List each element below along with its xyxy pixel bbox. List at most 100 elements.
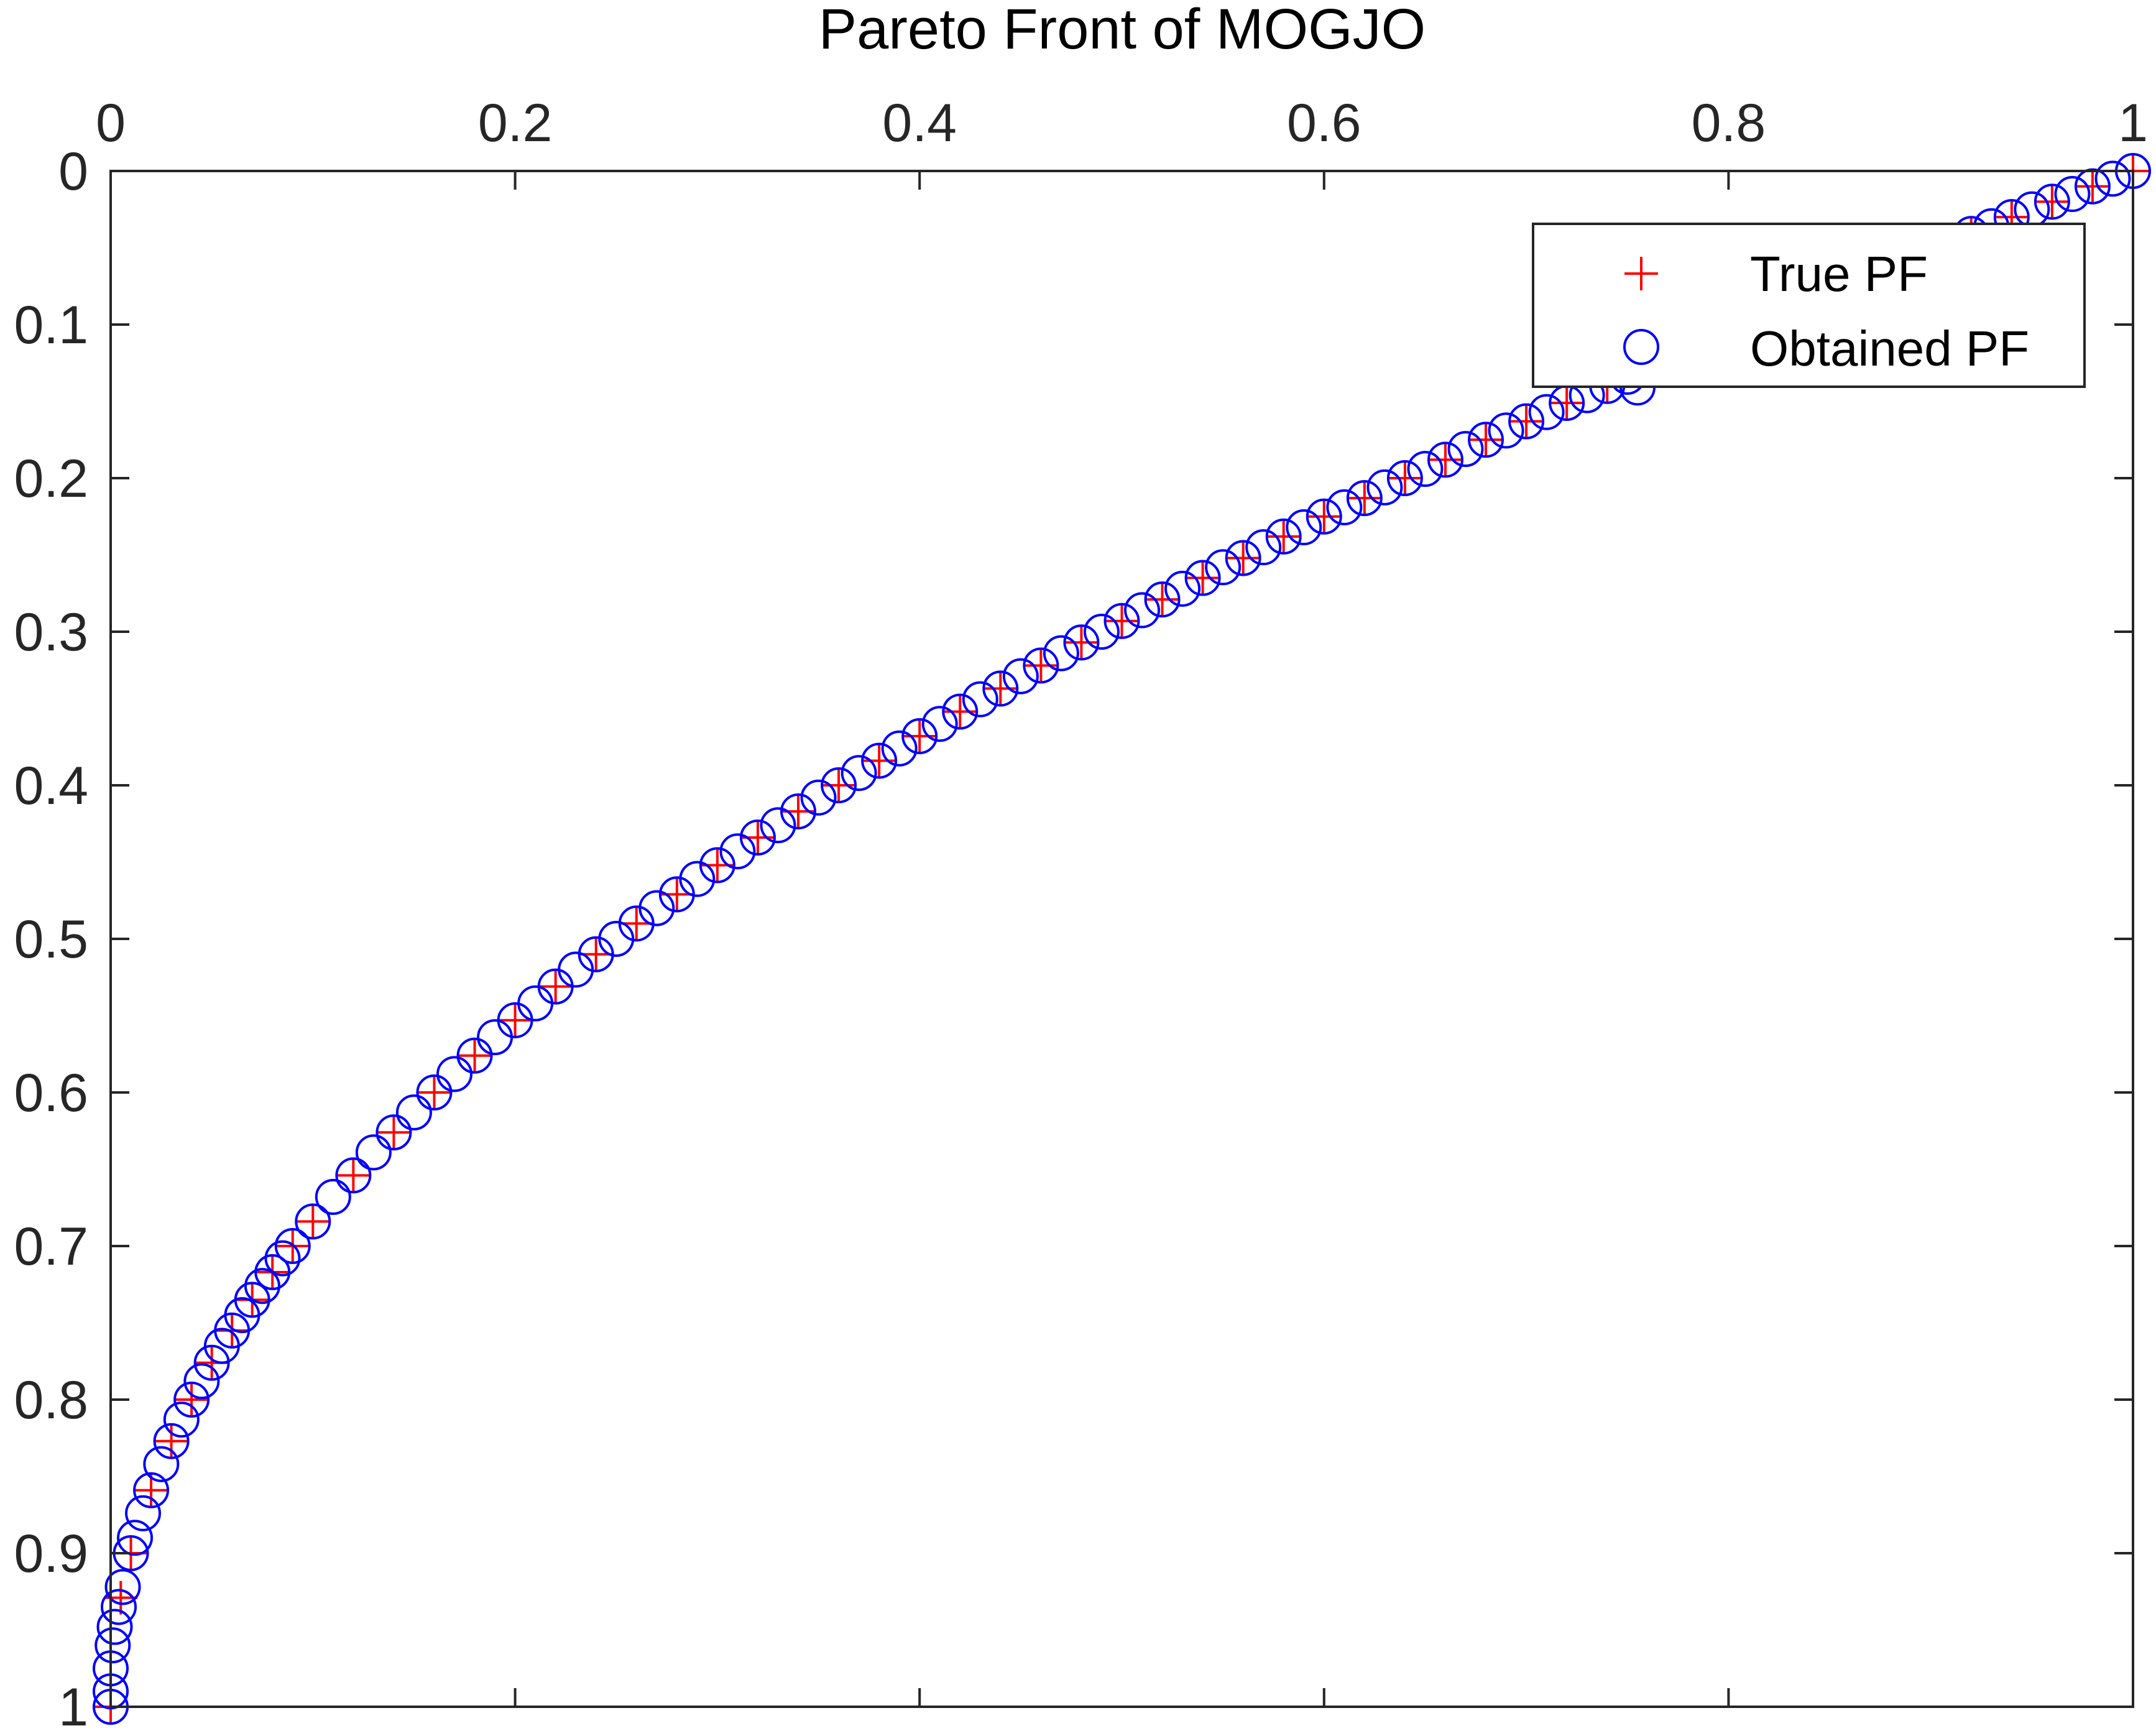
legend-circle-marker — [1623, 329, 1659, 365]
obtained-pf-point — [1164, 570, 1201, 607]
obtained-pf-point — [335, 1157, 372, 1194]
true-pf-point — [377, 1115, 411, 1150]
obtained-pf-point — [679, 861, 716, 897]
obtained-pf-point — [1407, 451, 1444, 487]
obtained-pf-point — [1043, 635, 1079, 672]
obtained-pf-point — [1346, 480, 1383, 517]
obtained-pf-point — [173, 1382, 210, 1418]
true-pf-point — [1145, 583, 1179, 617]
legend-obtained-pf-marker — [1623, 329, 1659, 365]
obtained-pf-point — [1528, 394, 1565, 430]
obtained-pf-point — [2034, 183, 2070, 220]
legend: True PF Obtained PF — [1532, 223, 2086, 388]
true-pf-point — [1024, 649, 1058, 683]
obtained-pf-point — [104, 1569, 141, 1605]
true-pf-point — [1469, 423, 1503, 457]
x-tick-label: 0.2 — [478, 93, 553, 153]
y-tick-label: 0.2 — [14, 449, 88, 509]
legend-true-pf-label: True PF — [1750, 246, 1928, 302]
x-tick-label: 1 — [2118, 93, 2148, 153]
true-pf-point — [862, 744, 896, 778]
true-pf-point — [1388, 461, 1422, 495]
obtained-pf-point — [416, 1074, 453, 1110]
obtained-pf-point — [901, 718, 938, 754]
obtained-pf-point — [1286, 509, 1322, 546]
obtained-pf-point — [2074, 168, 2111, 205]
obtained-pf-point — [638, 890, 675, 926]
true-pf-point — [336, 1158, 371, 1193]
obtained-pf-point — [1488, 412, 1524, 449]
y-tick-label: 0.5 — [14, 910, 88, 969]
obtained-pf-point — [1225, 540, 1261, 576]
obtained-pf-point — [274, 1228, 311, 1264]
y-tick-label: 0.3 — [14, 603, 88, 662]
obtained-pf-point — [254, 1254, 291, 1290]
obtained-pf-point — [183, 1363, 220, 1400]
obtained-pf-point — [1205, 549, 1242, 586]
obtained-pf-point — [436, 1056, 473, 1092]
obtained-pf-point — [143, 1446, 180, 1482]
obtained-pf-point — [2094, 160, 2131, 197]
obtained-pf-point — [1386, 460, 1423, 496]
obtained-pf-point — [1023, 647, 1059, 684]
obtained-pf-point — [1124, 592, 1161, 629]
true-pf-point — [1064, 626, 1099, 660]
legend-plus-marker — [1624, 257, 1658, 290]
true-pf-point — [822, 769, 856, 802]
true-pf-point — [1266, 519, 1301, 553]
legend-obtained-pf-label: Obtained PF — [1750, 321, 2029, 376]
y-tick-label: 0.1 — [14, 295, 88, 355]
y-tick-label: 0.7 — [14, 1217, 88, 1277]
true-pf-point — [903, 719, 937, 753]
obtained-pf-point — [1103, 603, 1140, 639]
y-tick-label: 0 — [58, 142, 88, 201]
legend-true-pf-marker — [1624, 257, 1658, 290]
obtained-pf-point — [1245, 529, 1282, 566]
obtained-pf-point — [1063, 624, 1100, 661]
obtained-pf-point — [760, 807, 796, 844]
axis-ticks — [109, 170, 2134, 1708]
obtained-pf-point — [234, 1281, 270, 1318]
true-pf-point — [458, 1038, 492, 1073]
true-pf-point — [538, 969, 573, 1004]
obtained-pf-point — [193, 1344, 230, 1381]
y-tick-label: 0.9 — [14, 1524, 88, 1584]
obtained-pf-point — [699, 847, 735, 884]
y-tick-label: 0.4 — [14, 756, 88, 816]
x-tick-label: 0 — [96, 93, 126, 153]
obtained-pf-point — [153, 1423, 190, 1459]
obtained-pf-point — [2054, 176, 2091, 213]
obtained-pf-point — [1184, 560, 1221, 596]
obtained-pf-point — [244, 1268, 280, 1304]
true-pf-point — [943, 695, 977, 729]
true-pf-point — [1226, 541, 1260, 575]
obtained-pf-point — [315, 1178, 351, 1215]
obtained-pf-point — [375, 1114, 412, 1151]
y-tick-label: 0.6 — [14, 1063, 88, 1123]
obtained-pf-point — [264, 1240, 301, 1277]
true-pf-point — [417, 1076, 451, 1109]
y-tick-label: 1 — [58, 1678, 88, 1736]
obtained-pf-point — [295, 1203, 331, 1240]
y-tick-label: 0.8 — [14, 1370, 88, 1430]
obtained-pf-point — [1265, 518, 1302, 555]
x-tick-label: 0.6 — [1287, 93, 1361, 153]
obtained-pf-point — [1366, 469, 1403, 506]
obtained-pf-point — [355, 1134, 392, 1171]
true-pf-point — [1347, 481, 1381, 515]
obtained-pf-point — [133, 1472, 170, 1508]
true-pf-point — [175, 1383, 209, 1416]
obtained-pf-point — [1144, 581, 1181, 618]
true-pf-point — [296, 1204, 330, 1239]
true-pf-point — [984, 672, 1018, 706]
obtained-pf-point — [117, 1520, 154, 1556]
obtained-pf-point — [96, 1609, 133, 1645]
true-pf-point — [1186, 561, 1220, 595]
obtained-pf-point — [163, 1401, 200, 1438]
true-pf-point — [1428, 443, 1462, 477]
obtained-pf-point — [101, 1589, 137, 1625]
obtained-pf-point — [942, 693, 979, 730]
obtained-pf-point — [94, 1627, 131, 1664]
obtained-pf-point — [861, 742, 898, 779]
obtained-pf-point — [780, 793, 817, 829]
